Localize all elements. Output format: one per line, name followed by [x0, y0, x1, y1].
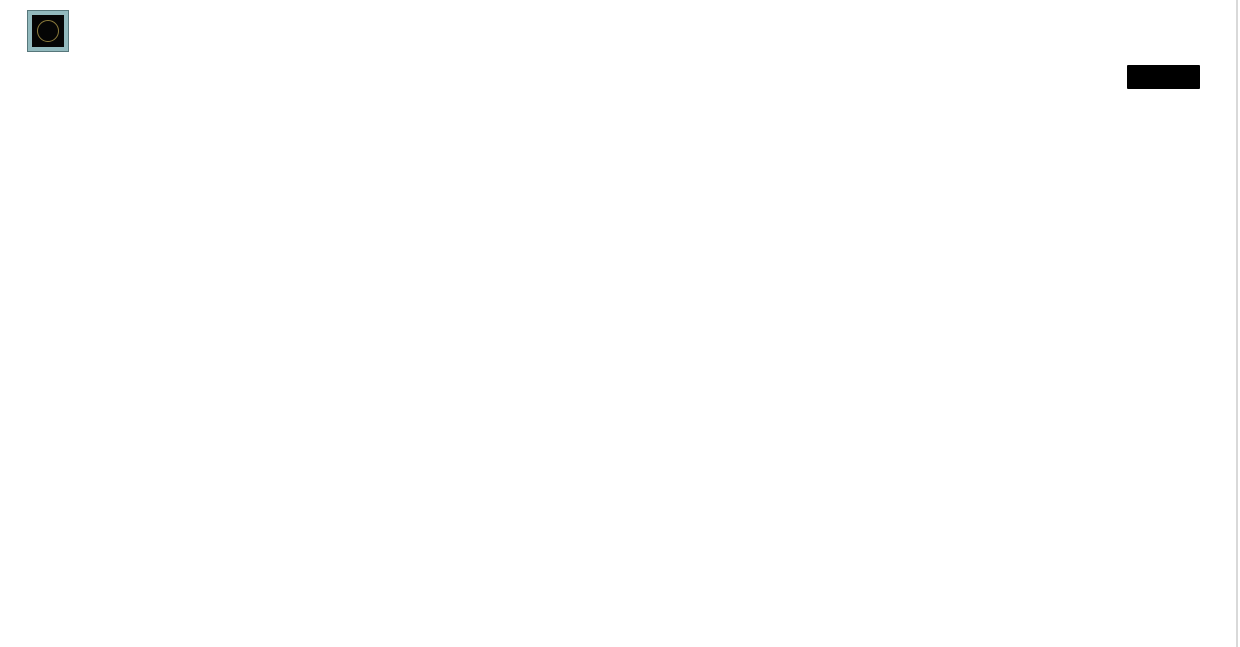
cycle-lyst-badge-icon [28, 11, 68, 51]
app-logo[interactable] [28, 8, 80, 51]
window-edge [1236, 0, 1238, 647]
cyclist-glyph [37, 20, 59, 42]
last-price-badge [1127, 65, 1200, 89]
